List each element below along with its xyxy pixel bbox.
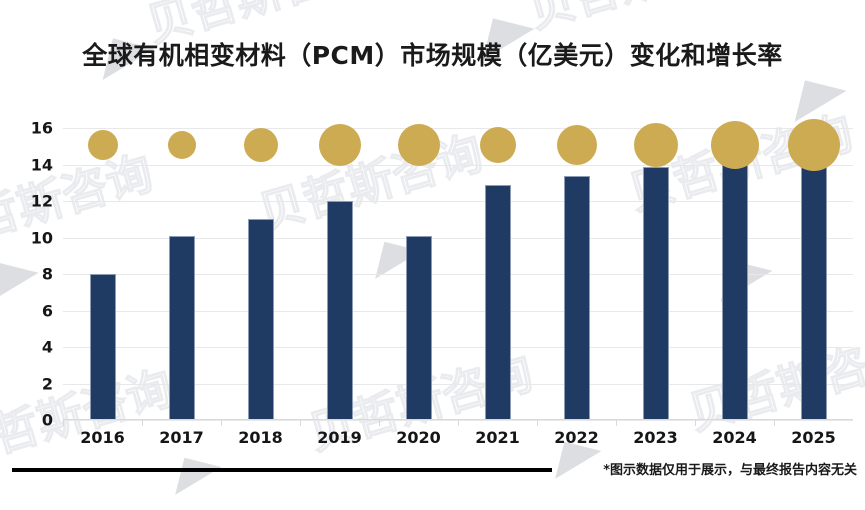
y-axis-tick-label: 16 <box>30 118 53 138</box>
bar-2023[interactable] <box>642 166 669 420</box>
x-axis-tick-mark <box>537 420 538 426</box>
gridline <box>63 383 853 385</box>
bubble-series <box>63 110 853 420</box>
watermark-logo-icon: ◤ <box>173 444 225 510</box>
bar-2022[interactable] <box>563 175 590 420</box>
footer-rule <box>12 468 552 472</box>
bar-2024[interactable] <box>721 159 748 420</box>
bar-2020[interactable] <box>405 235 432 420</box>
growth-bubble-2024[interactable] <box>710 121 759 169</box>
growth-bubble-2017[interactable] <box>167 131 196 159</box>
bar-2018[interactable] <box>247 219 274 420</box>
x-axis-tick-label-2024: 2024 <box>712 428 757 447</box>
x-axis-tick-mark <box>142 420 143 426</box>
y-axis-tick-label: 14 <box>30 155 53 175</box>
gridline <box>63 128 853 130</box>
growth-bubble-2025[interactable] <box>787 119 840 171</box>
growth-bubble-2023[interactable] <box>633 123 678 167</box>
y-axis-tick-label: 12 <box>30 191 53 211</box>
y-axis-tick-label: 0 <box>41 410 53 430</box>
x-axis-tick-mark <box>63 420 64 426</box>
x-axis-tick-mark <box>774 420 775 426</box>
x-axis-tick-mark <box>458 420 459 426</box>
growth-bubble-2022[interactable] <box>556 125 597 165</box>
gridline <box>63 347 853 349</box>
y-axis-tick-label: 2 <box>41 374 53 394</box>
growth-bubble-2021[interactable] <box>479 127 516 163</box>
gridline <box>63 164 853 166</box>
gridline <box>63 237 853 239</box>
x-axis-tick-mark <box>695 420 696 426</box>
chart-title: 全球有机相变材料（PCM）市场规模（亿美元）变化和增长率 <box>82 41 783 70</box>
x-axis-tick-label-2025: 2025 <box>791 428 836 447</box>
x-axis-tick-label-2020: 2020 <box>396 428 441 447</box>
y-axis: 0 2 4 6 8 10 12 14 16 <box>31 110 853 430</box>
x-axis-tick-label-2017: 2017 <box>159 428 204 447</box>
axis-baseline <box>63 418 853 420</box>
bar-2016[interactable] <box>89 274 116 420</box>
gridline <box>63 310 853 312</box>
growth-bubble-2018[interactable] <box>243 128 278 162</box>
x-axis-tick-mark <box>221 420 222 426</box>
x-axis-tick-label-2021: 2021 <box>475 428 520 447</box>
growth-bubble-2019[interactable] <box>318 124 361 166</box>
plot-area: 0 2 4 6 8 10 12 14 16 2016 2017 2018 2019 2020 2021 20… <box>31 110 853 447</box>
x-axis-tick-mark <box>616 420 617 426</box>
y-axis-tick-label: 8 <box>41 264 53 284</box>
bar-series <box>63 110 853 420</box>
y-axis-tick-label: 4 <box>41 337 53 357</box>
x-axis-tick-label-2018: 2018 <box>238 428 283 447</box>
growth-bubble-2020[interactable] <box>397 124 440 166</box>
footnote: *图示数据仅用于展示，与最终报告内容无关 <box>603 463 857 478</box>
x-axis-tick-mark <box>379 420 380 426</box>
gridline <box>63 201 853 203</box>
y-axis-tick-label: 6 <box>41 301 53 321</box>
x-axis-tick-label-2022: 2022 <box>554 428 599 447</box>
bar-2025[interactable] <box>800 150 827 420</box>
growth-bubble-2016[interactable] <box>87 130 118 160</box>
x-axis-tick-label-2019: 2019 <box>317 428 362 447</box>
x-axis-tick-label-2016: 2016 <box>80 428 125 447</box>
x-axis-tick-label-2023: 2023 <box>633 428 678 447</box>
y-axis-tick-label: 10 <box>30 228 53 248</box>
bar-2017[interactable] <box>168 235 195 420</box>
bar-2021[interactable] <box>484 184 511 420</box>
x-axis-tick-mark <box>300 420 301 426</box>
gridline <box>63 274 853 276</box>
bar-2019[interactable] <box>326 201 353 420</box>
